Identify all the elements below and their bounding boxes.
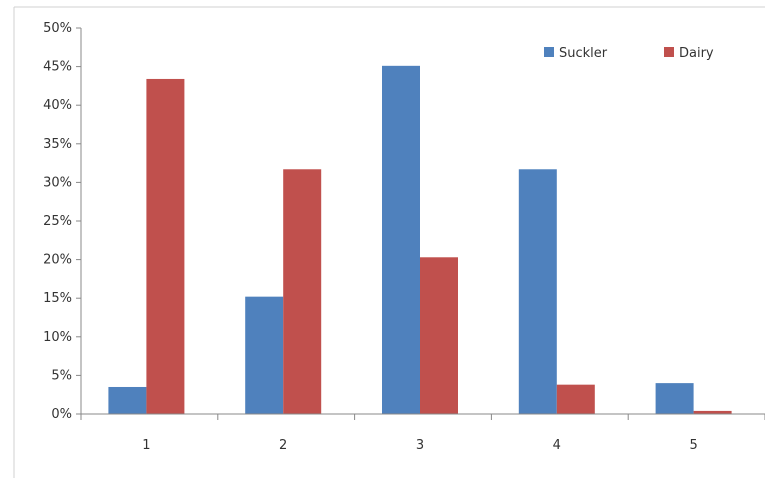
legend-label-suckler: Suckler [559, 46, 608, 61]
axes-group [80, 28, 765, 420]
bars-group [108, 65, 732, 415]
x-tick-label: 2 [279, 438, 287, 453]
bar-suckler-5 [655, 383, 694, 414]
y-tick-label: 35% [43, 137, 72, 152]
x-axis-labels: 1 2 3 4 5 [142, 438, 697, 453]
y-tick-label: 10% [43, 330, 72, 345]
bar-dairy-2 [283, 169, 322, 414]
y-tick-label: 5% [51, 368, 72, 383]
y-tick-label: 45% [43, 60, 72, 75]
bar-dairy-1 [146, 78, 185, 415]
bar-suckler-2 [245, 296, 284, 414]
x-tick-label: 4 [553, 438, 561, 453]
bar-dairy-3 [420, 257, 458, 414]
legend: Suckler Dairy [544, 46, 714, 61]
bar-suckler-4 [518, 169, 557, 414]
x-tick-label: 1 [142, 438, 150, 453]
y-tick-label: 50% [43, 21, 72, 36]
y-tick-label: 15% [43, 291, 72, 306]
y-tick-label: 0% [51, 407, 72, 422]
x-tick-label: 3 [416, 438, 424, 453]
y-axis-ticks: 0% 5% 10% 15% 20% 25% 30% 35% 40% 45% 50% [43, 21, 81, 422]
y-tick-label: 30% [43, 175, 72, 190]
y-tick-label: 40% [43, 98, 72, 113]
legend-swatch-suckler [544, 47, 554, 57]
bar-dairy-4 [556, 384, 595, 414]
y-tick-label: 25% [43, 214, 72, 229]
bar-dairy-5 [693, 410, 732, 414]
bar-suckler-3 [382, 65, 420, 414]
legend-label-dairy: Dairy [679, 46, 714, 61]
y-tick-label: 20% [43, 253, 72, 268]
legend-swatch-dairy [664, 47, 674, 57]
x-tick-label: 5 [689, 438, 697, 453]
bar-suckler-1 [108, 386, 147, 414]
